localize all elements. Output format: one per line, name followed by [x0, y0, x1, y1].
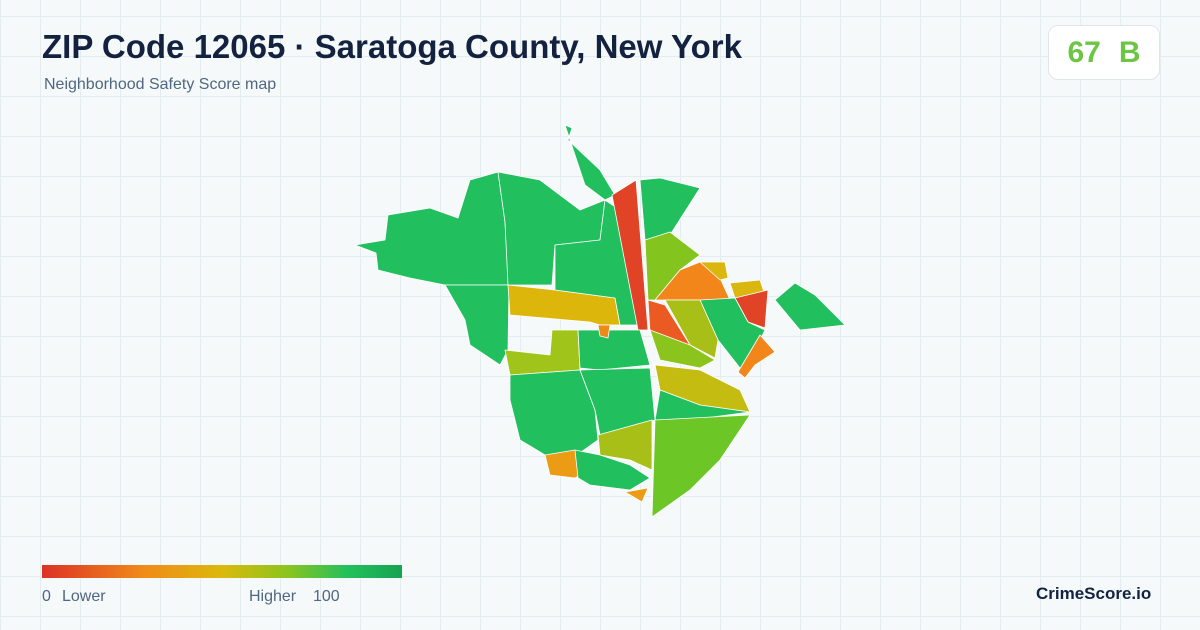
score-grade: B: [1118, 35, 1141, 69]
score-value: 67: [1067, 35, 1101, 69]
neighborhoods: [354, 124, 846, 518]
title: ZIP Code 12065 · Saratoga County, New Yo…: [42, 28, 742, 65]
score-badge: 67 B: [1048, 25, 1160, 80]
legend-min: 0: [42, 588, 51, 605]
legend-max-label: Higher: [249, 588, 297, 605]
subtitle: Neighborhood Safety Score map: [44, 76, 277, 93]
legend-max: 100: [313, 588, 340, 605]
brand: CrimeScore.io: [1036, 584, 1152, 603]
legend-gradient: [42, 565, 402, 578]
legend-min-label: Lower: [62, 588, 106, 605]
